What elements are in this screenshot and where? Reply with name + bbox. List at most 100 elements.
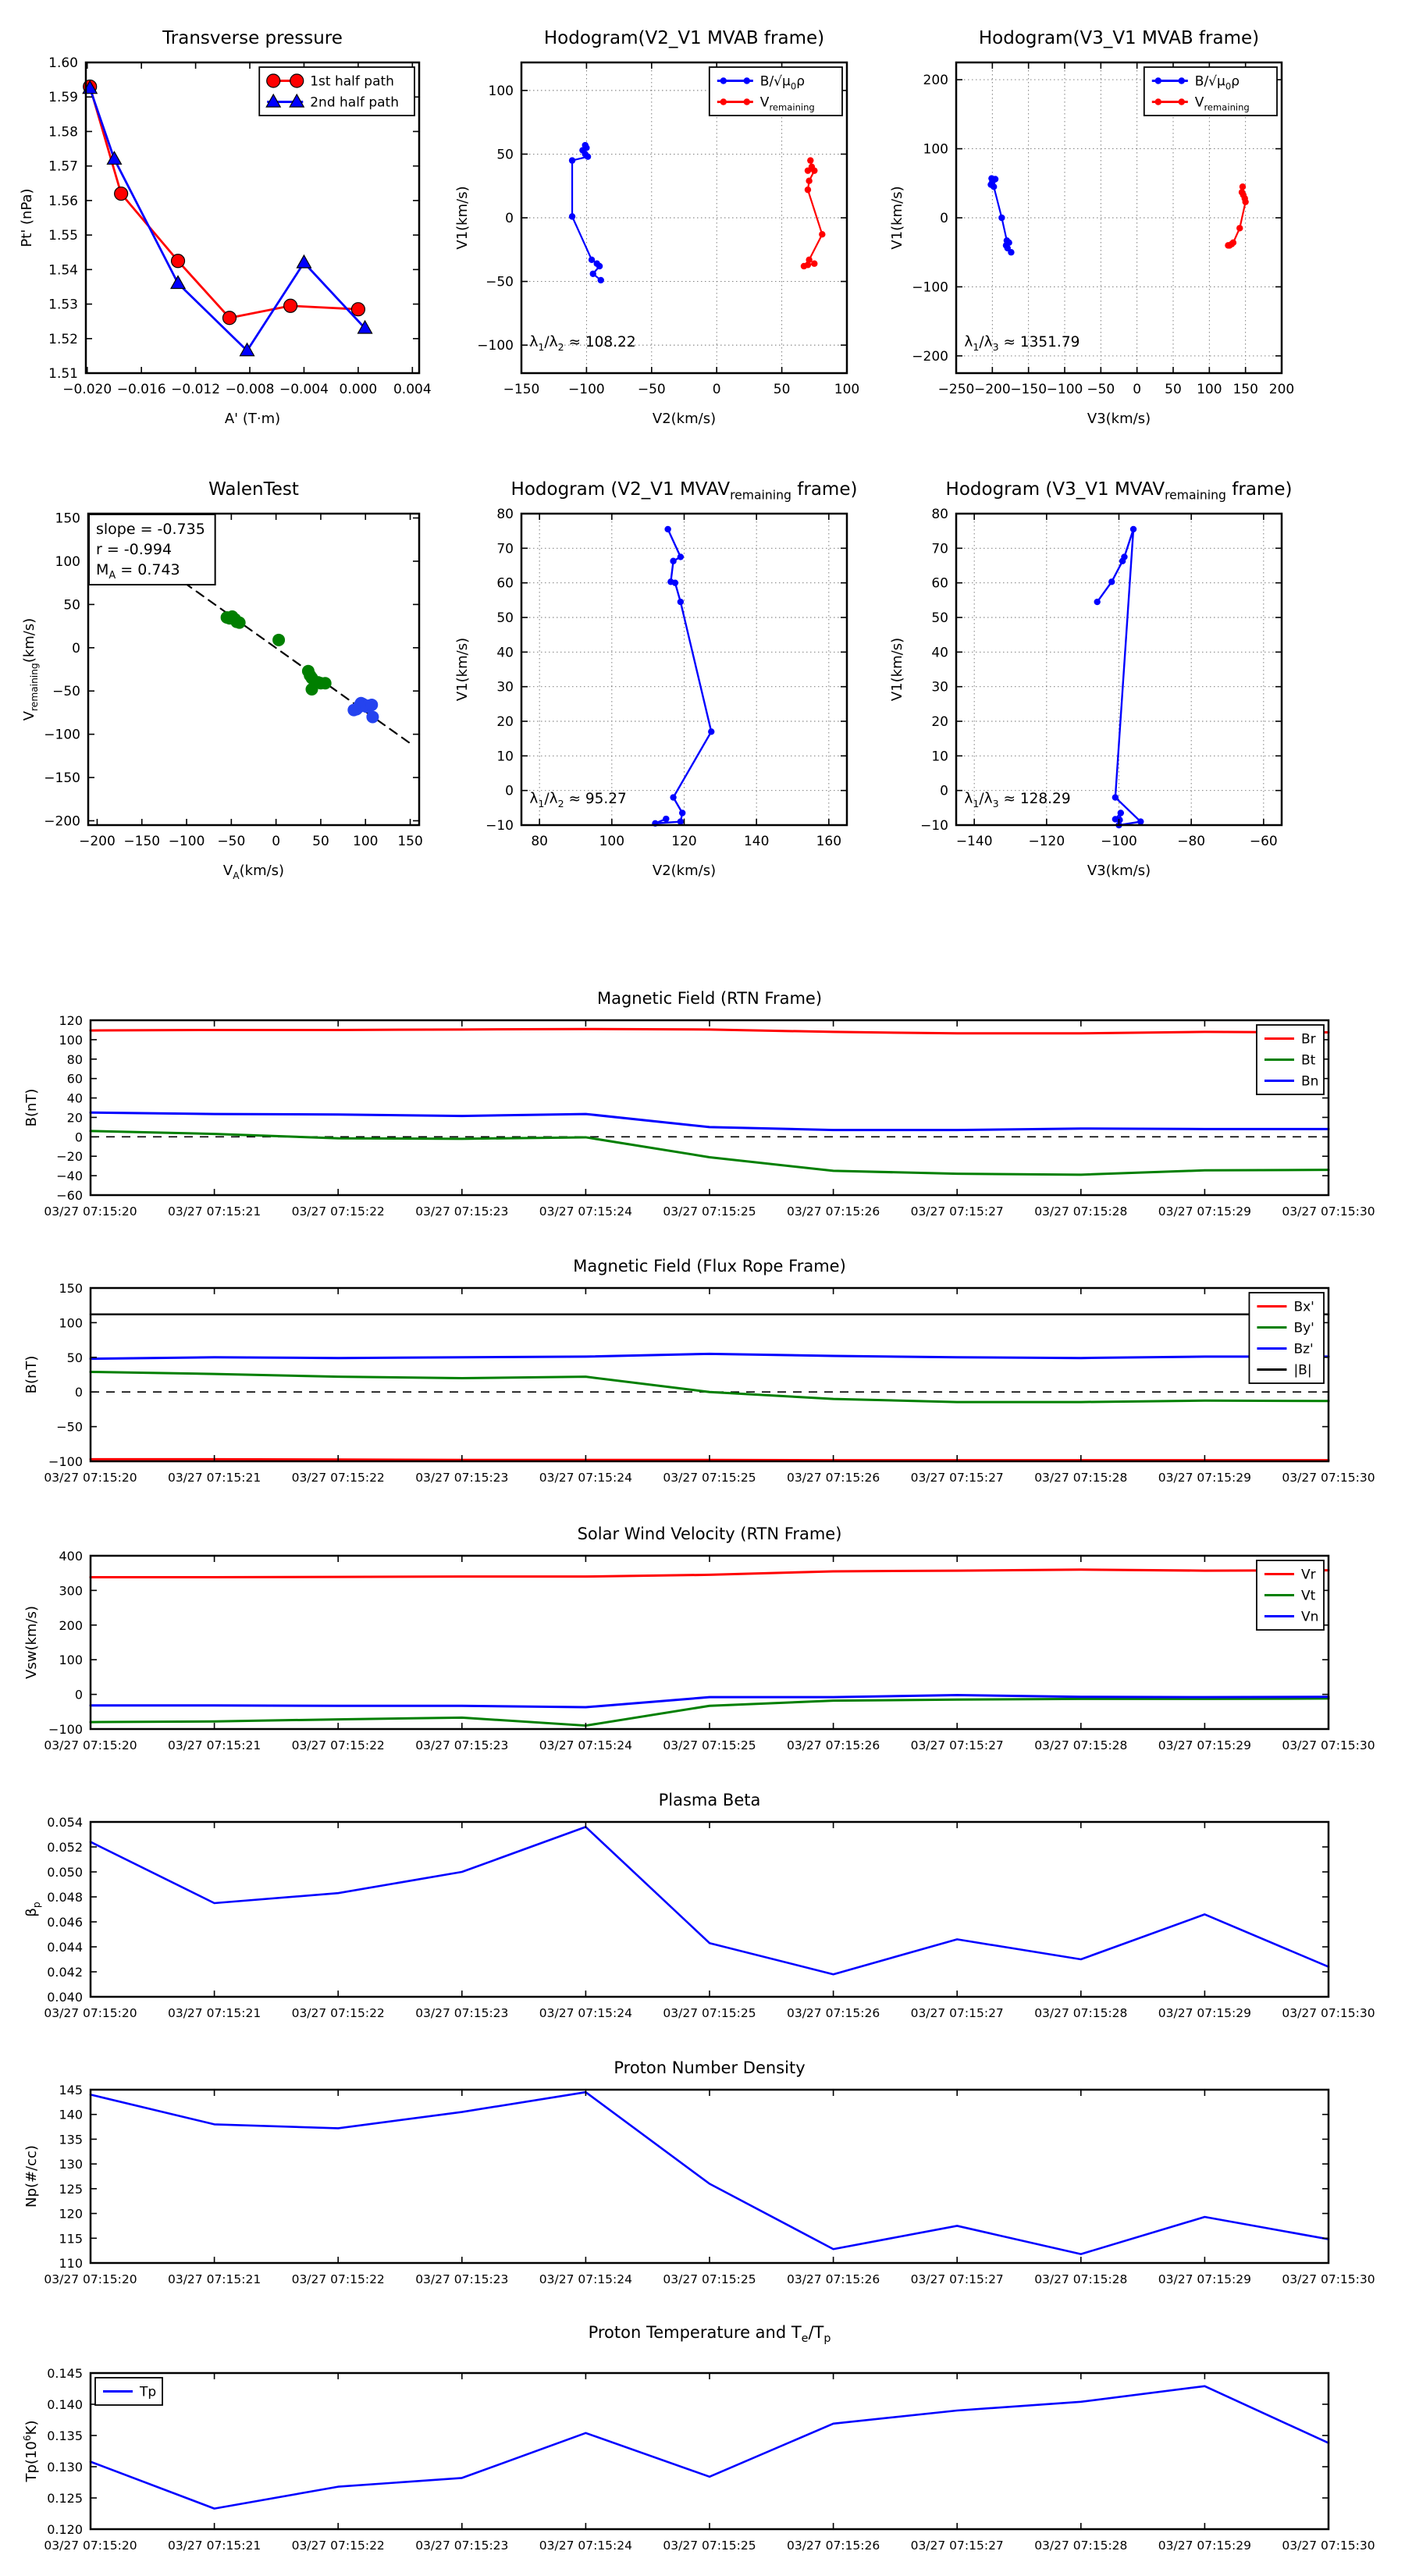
y-tick-label: 145 <box>59 2083 83 2097</box>
svg-text:Vremaining: Vremaining <box>760 95 815 113</box>
svg-text:|B|: |B| <box>1293 1363 1311 1379</box>
x-tick-label: 03/27 07:15:23 <box>415 1471 508 1485</box>
series-V remaining <box>1225 183 1249 249</box>
y-tick-label: 30 <box>931 680 948 696</box>
x-tick-label: 03/27 07:15:28 <box>1034 2272 1127 2286</box>
y-tick-label: 50 <box>496 610 514 626</box>
legend: Bx' By' Bz' |B| <box>1248 1292 1325 1384</box>
svg-text:1st half path: 1st half path <box>310 74 394 90</box>
x-axis-label: V2(km/s) <box>653 863 716 879</box>
x-tick-label: 03/27 07:15:22 <box>292 2539 385 2553</box>
svg-text:slope = -0.735: slope = -0.735 <box>96 521 205 538</box>
series-B/sqrt(mu0 rho) <box>987 175 1015 256</box>
y-tick-label: 60 <box>931 576 948 592</box>
x-tick-label: −0.008 <box>226 382 275 397</box>
x-tick-label: 100 <box>834 382 859 397</box>
x-tick-label: 03/27 07:15:25 <box>663 1204 756 1219</box>
x-tick-label: 03/27 07:15:24 <box>539 2006 632 2020</box>
x-tick-label: 03/27 07:15:25 <box>663 2272 756 2286</box>
y-tick-label: 1.56 <box>48 194 78 209</box>
y-tick-label: 40 <box>496 645 514 660</box>
legend: Tp <box>94 2377 163 2406</box>
y-tick-label: 150 <box>55 511 80 527</box>
series-Bt <box>89 1130 1330 1176</box>
axis-ticks <box>90 1555 1329 1730</box>
panel-hodogram-v3v1-mvab: −250 −200 −150 −100 −50 0 50 100 150 200−200−1000… <box>889 61 1294 427</box>
series-Br <box>89 1027 1330 1035</box>
x-tick-label: 03/27 07:15:20 <box>44 1471 137 1485</box>
x-tick-label: 150 <box>397 834 422 849</box>
x-tick-label: 03/27 07:15:23 <box>415 2272 508 2286</box>
y-tick-label: 0.050 <box>47 1865 83 1880</box>
x-tick-label: 0.004 <box>393 382 432 397</box>
y-tick-label: 0.120 <box>47 2522 83 2537</box>
plot-frame <box>89 1554 1330 1731</box>
svg-text:B/√μ0ρ: B/√μ0ρ <box>760 74 805 92</box>
grid <box>521 513 847 826</box>
y-tick-label: 70 <box>496 541 514 557</box>
y-axis-label: B(nT) <box>23 1089 40 1127</box>
y-tick-label: 50 <box>931 610 948 626</box>
y-tick-label: 100 <box>59 1653 83 1667</box>
y-axis-label: βp <box>23 1902 42 1917</box>
y-tick-label: 50 <box>67 1350 83 1365</box>
y-tick-label: 400 <box>59 1549 83 1564</box>
y-tick-label: 1.52 <box>48 332 78 347</box>
svg-text:Bx': Bx' <box>1293 1300 1314 1315</box>
y-tick-label: −50 <box>486 275 514 290</box>
panel-title-hodogram-v3v1-mvab: Hodogram(V3_V1 MVAB frame) <box>978 28 1260 48</box>
y-tick-label: 80 <box>67 1052 83 1067</box>
x-tick-label: 50 <box>1165 382 1182 397</box>
panel-title-proton-number-density: Proton Number Density <box>614 2058 806 2077</box>
y-tick-label: −50 <box>52 684 80 699</box>
x-tick-label: −120 <box>1028 834 1065 849</box>
axis-ticks <box>956 513 1282 826</box>
x-tick-label: 100 <box>353 834 378 849</box>
legend: 1st half path 2nd half path <box>258 66 415 116</box>
x-tick-label: 03/27 07:15:28 <box>1034 1738 1127 1752</box>
x-tick-label: 80 <box>531 834 548 849</box>
x-tick-label: 03/27 07:15:27 <box>911 1738 1004 1752</box>
y-tick-label: 0 <box>75 1385 83 1400</box>
x-tick-label: −80 <box>1177 834 1205 849</box>
svg-text:2nd half path: 2nd half path <box>310 95 399 111</box>
x-tick-label: −200 <box>79 834 116 849</box>
y-tick-label: 1.59 <box>48 90 78 105</box>
series-2nd half path <box>82 80 373 357</box>
x-tick-label: −250 <box>938 382 975 397</box>
panel-title-hodogram-v2v1-mvab: Hodogram(V2_V1 MVAB frame) <box>543 28 825 48</box>
y-tick-label: −40 <box>56 1169 83 1183</box>
x-tick-label: 03/27 07:15:27 <box>911 1204 1004 1219</box>
y-tick-label: 0.140 <box>47 2397 83 2412</box>
y-tick-label: −200 <box>912 349 948 365</box>
x-tick-label: −140 <box>956 834 993 849</box>
panel-title-hodogram-v2v1-mvav: Hodogram (V2_V1 MVAVremaining frame) <box>510 479 858 503</box>
plot-frame <box>84 61 421 375</box>
y-tick-label: 0.054 <box>47 1815 83 1830</box>
x-tick-label: 03/27 07:15:23 <box>415 1738 508 1752</box>
x-tick-label: 03/27 07:15:26 <box>787 2272 880 2286</box>
x-tick-label: 03/27 07:15:30 <box>1282 1204 1375 1219</box>
y-tick-label: 120 <box>59 1013 83 1028</box>
x-tick-label: 0 <box>272 834 280 849</box>
x-tick-label: 03/27 07:15:25 <box>663 2539 756 2553</box>
y-tick-label: 0.145 <box>47 2366 83 2381</box>
panel-plasma-beta: 03/27 07:15:20 03/27 07:15:21 03/27 07:15:… <box>23 1815 1375 2020</box>
series-1st half path <box>83 79 365 326</box>
y-tick-label: 60 <box>496 576 514 592</box>
y-tick-label: 10 <box>496 749 514 764</box>
x-tick-label: 03/27 07:15:22 <box>292 2006 385 2020</box>
x-tick-label: 03/27 07:15:30 <box>1282 2539 1375 2553</box>
y-tick-label: 150 <box>59 1281 83 1296</box>
x-axis-label: V3(km/s) <box>1087 411 1151 427</box>
x-tick-label: 03/27 07:15:25 <box>663 1471 756 1485</box>
x-tick-label: 03/27 07:15:24 <box>539 1738 632 1752</box>
x-tick-label: 03/27 07:15:29 <box>1158 1471 1251 1485</box>
x-tick-label: −100 <box>169 834 205 849</box>
axis-ticks <box>90 1287 1329 1462</box>
y-tick-label: 0 <box>505 784 514 799</box>
y-tick-label: 100 <box>55 554 80 570</box>
legend: B/√μ0ρ Vremaining <box>1143 66 1278 116</box>
panel-title-hodogram-v3v1-mvav: Hodogram (V3_V1 MVAVremaining frame) <box>945 479 1293 503</box>
annotation: λ1/λ3 ≈ 1351.79 <box>964 334 1080 353</box>
